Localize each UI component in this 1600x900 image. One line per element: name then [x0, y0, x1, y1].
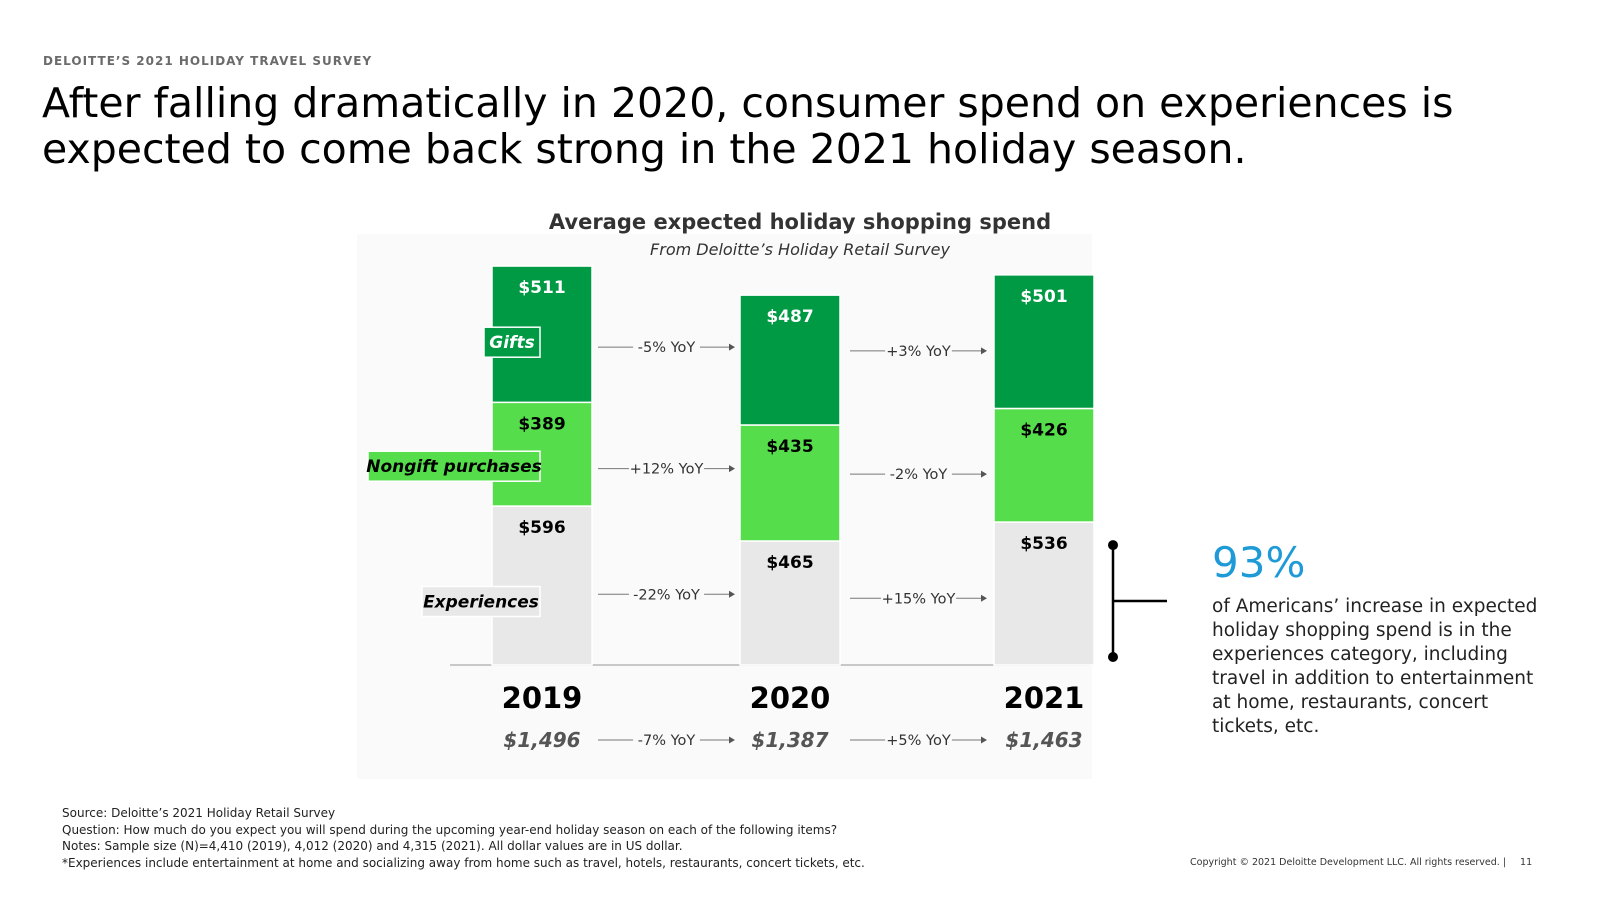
yoy-arrowhead	[729, 736, 735, 744]
bar-value-label: $389	[518, 414, 565, 434]
bar-value-label: $501	[1020, 287, 1067, 307]
bar-nongift-purchases-2020	[739, 424, 841, 542]
legend-tag-nongift-purchases	[367, 450, 541, 482]
page-number: 11	[1520, 857, 1533, 868]
callout-bracket-dot	[1108, 652, 1118, 662]
yoy-label: -2% YoY	[890, 467, 948, 483]
callout-bracket-dot	[1108, 540, 1118, 551]
yoy-arrowhead	[981, 594, 987, 602]
yoy-arrowhead	[729, 590, 735, 598]
bar-value-label: $435	[766, 437, 813, 457]
bar-value-label: $487	[766, 307, 813, 327]
yoy-label: +3% YoY	[886, 344, 951, 360]
total-label: $1,387	[751, 728, 828, 752]
bar-experiences-2021	[993, 521, 1095, 666]
x-tick-label: 2020	[750, 681, 831, 715]
x-tick-label: 2021	[1004, 681, 1085, 715]
total-label: $1,463	[1005, 728, 1082, 752]
copyright: Copyright © 2021 Deloitte Development LL…	[1190, 857, 1532, 868]
legend-tag-experiences	[421, 585, 541, 618]
bar-gifts-2021	[993, 274, 1095, 410]
yoy-arrowhead	[981, 736, 987, 744]
page-title: After falling dramatically in 2020, cons…	[42, 79, 1454, 173]
yoy-label: +5% YoY	[886, 733, 951, 749]
bar-value-label: $426	[1020, 420, 1067, 440]
bar-value-label: $536	[1020, 534, 1067, 554]
chart-subtitle: From Deloitte’s Holiday Retail Survey	[650, 240, 950, 259]
bar-value-label: $465	[766, 553, 813, 573]
yoy-label: -5% YoY	[638, 340, 696, 356]
bar-gifts-2020	[739, 294, 841, 426]
footnote-experiences: *Experiences include entertainment at ho…	[62, 855, 865, 870]
footnotes: Source: Deloitte’s 2021 Holiday Retail S…	[62, 805, 865, 871]
footnote-source: Source: Deloitte’s 2021 Holiday Retail S…	[62, 806, 336, 820]
copyright-text: Copyright © 2021 Deloitte Development LL…	[1190, 857, 1507, 868]
yoy-label: +15% YoY	[882, 591, 956, 607]
footnote-notes: Notes: Sample size (N)=4,410 (2019), 4,0…	[62, 839, 683, 853]
yoy-arrowhead	[729, 343, 735, 351]
yoy-arrowhead	[729, 465, 735, 473]
bar-experiences-2020	[739, 540, 841, 666]
legend-label: Nongift purchases	[366, 457, 542, 477]
yoy-arrowhead	[981, 347, 987, 355]
yoy-label: +12% YoY	[630, 462, 704, 478]
footnote-question: Question: How much do you expect you wil…	[62, 822, 838, 837]
survey-eyebrow: DELOITTE’S 2021 HOLIDAY TRAVEL SURVEY	[43, 54, 373, 68]
yoy-label: -22% YoY	[633, 587, 700, 603]
yoy-arrowhead	[981, 470, 987, 478]
chart-panel	[357, 234, 1092, 779]
x-tick-label: 2019	[502, 681, 583, 715]
yoy-label: -7% YoY	[638, 733, 696, 749]
callout-text: of Americans’ increase in expected holid…	[1212, 596, 1538, 737]
legend-label: Gifts	[489, 333, 534, 353]
chart-title: Average expected holiday shopping spend	[548, 210, 1052, 234]
bar-value-label: $511	[518, 278, 565, 298]
total-label: $1,496	[503, 728, 580, 752]
callout-stat: 93%	[1212, 538, 1306, 587]
legend-tag-gifts	[483, 326, 541, 358]
legend-label: Experiences	[423, 593, 539, 613]
bar-value-label: $596	[518, 518, 565, 538]
